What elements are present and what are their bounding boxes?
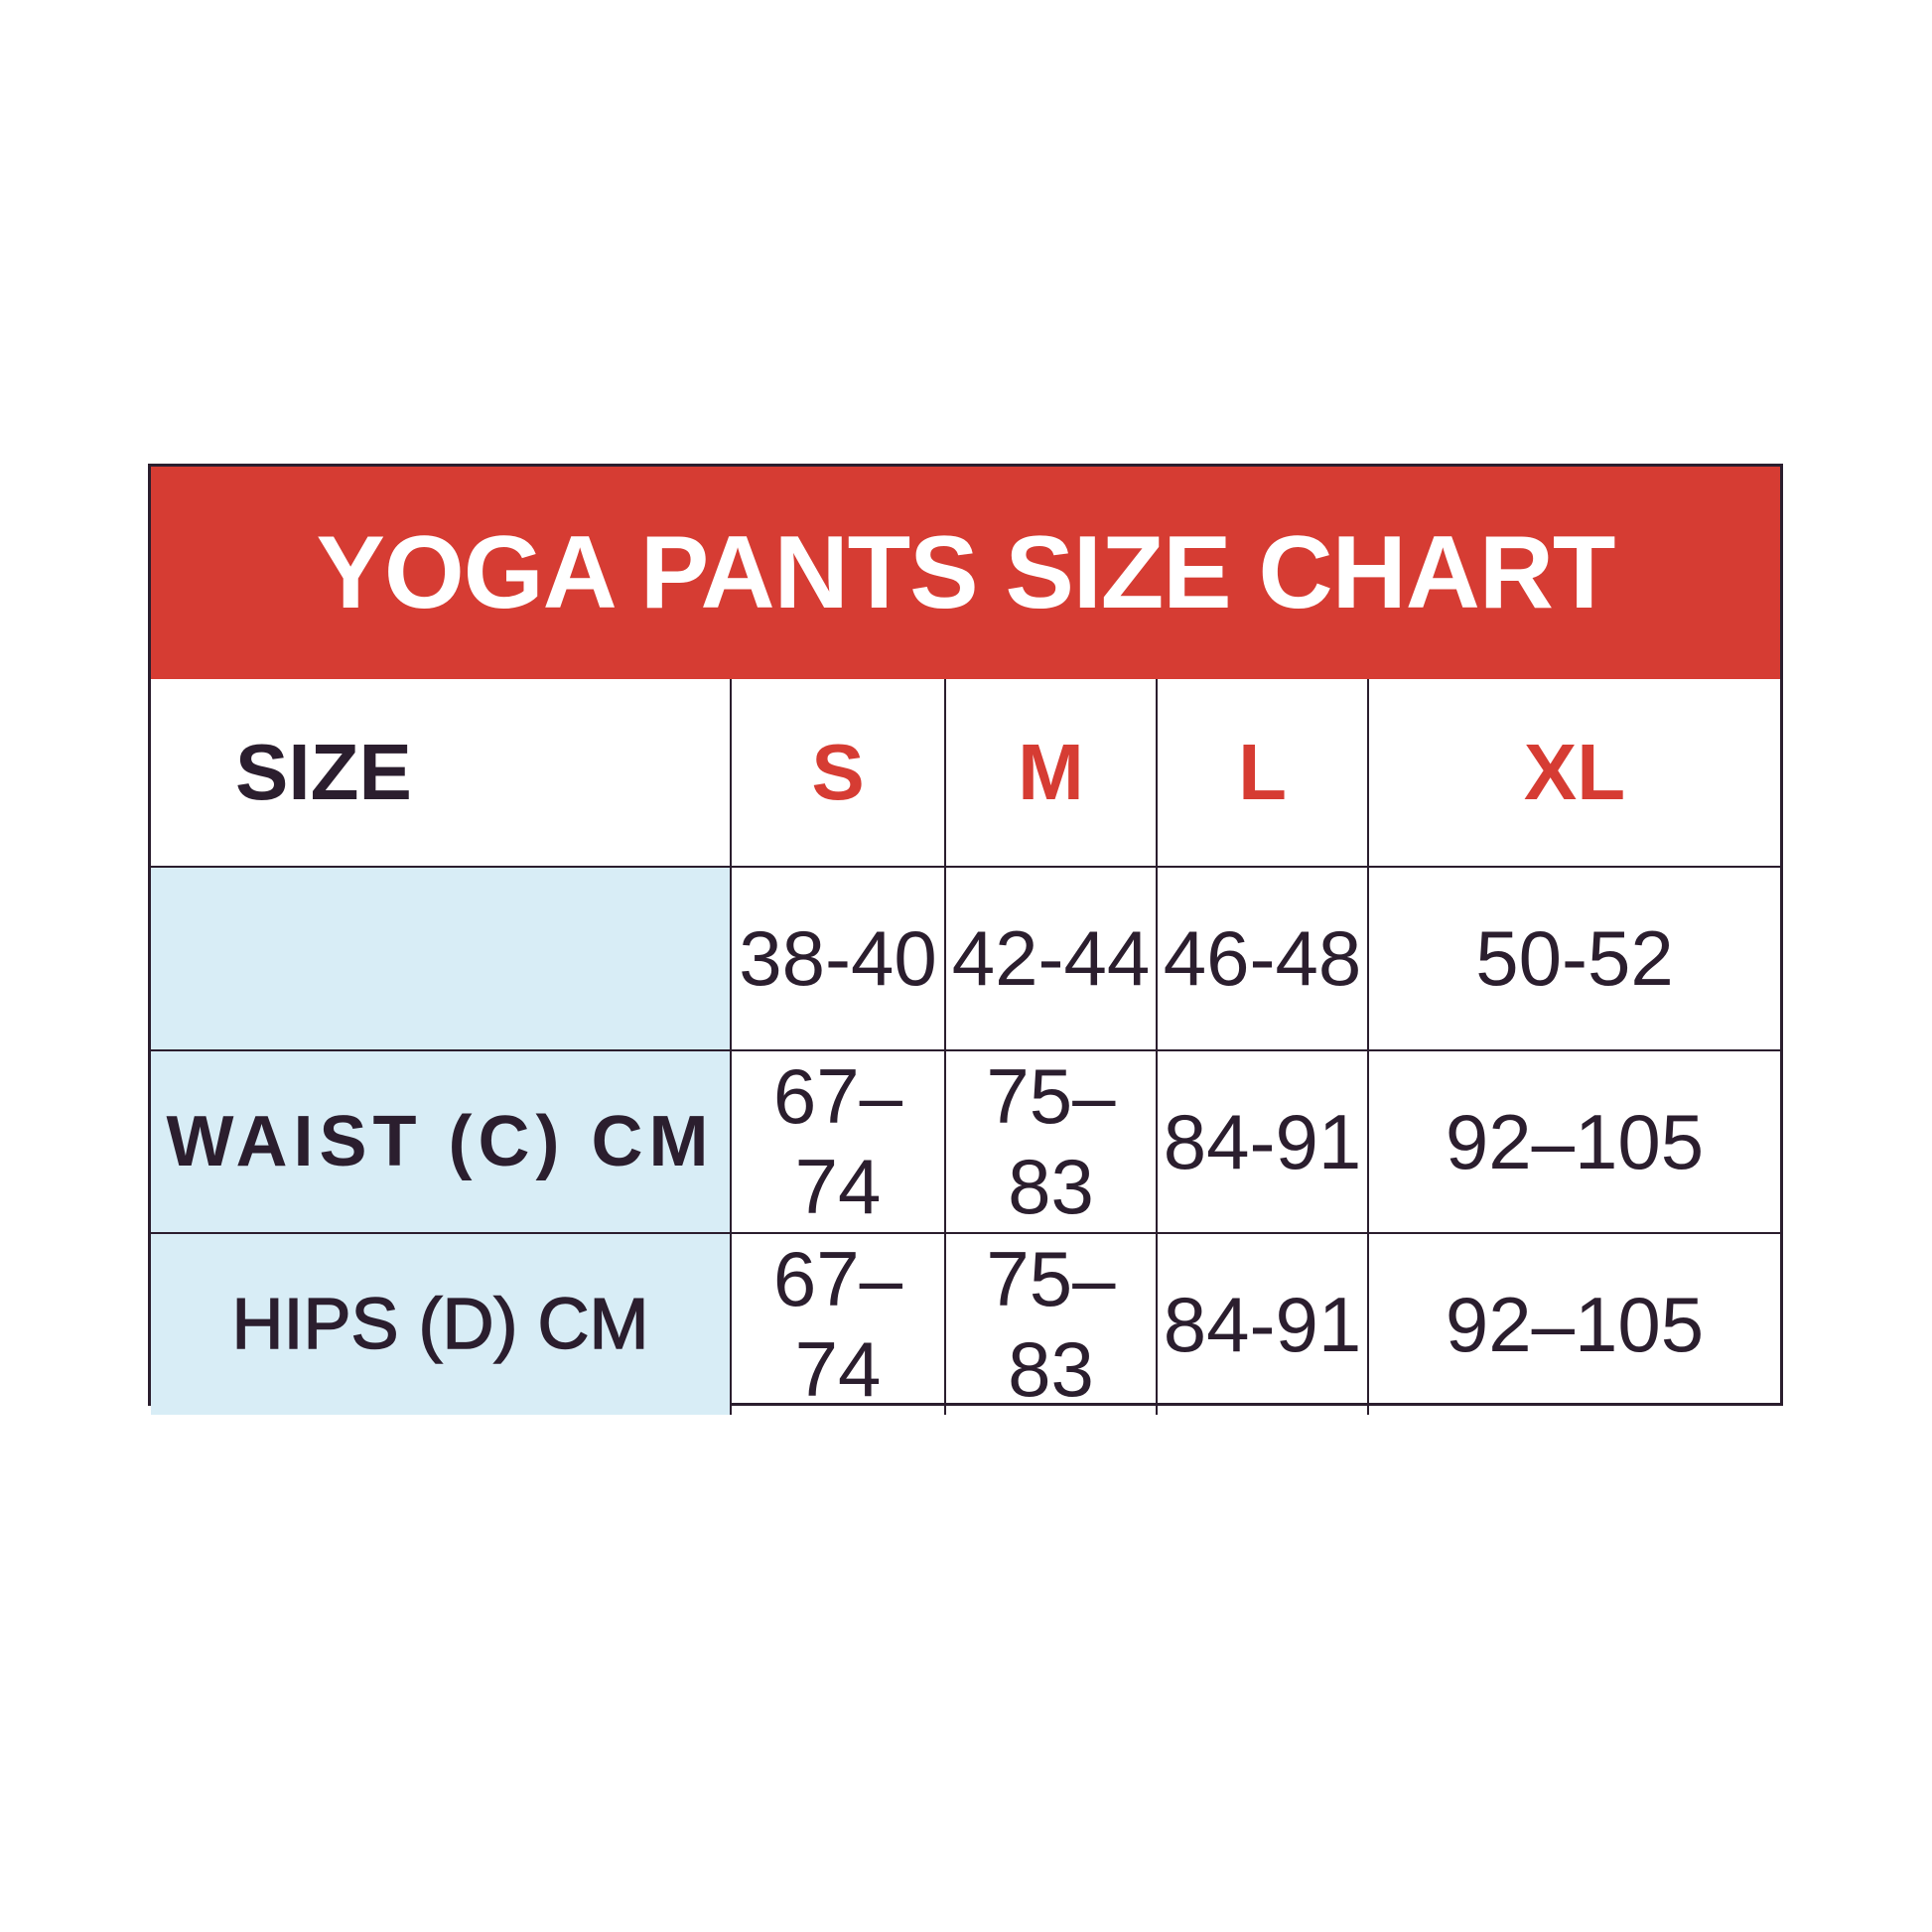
row-label: HIPS (D) CM — [151, 1232, 732, 1415]
cell: 50-52 — [1367, 866, 1780, 1051]
cell: 75–83 — [944, 1232, 1158, 1415]
size-table: SIZE S M L XL 38-40 42-44 46-48 50-52 WA… — [151, 679, 1780, 1415]
cell: 46-48 — [1156, 866, 1369, 1051]
size-s: S — [730, 679, 946, 868]
row-label — [151, 866, 732, 1051]
table-row: WAIST (C) CM 67–74 75–83 84-91 92–105 — [151, 1049, 1780, 1234]
size-m: M — [944, 679, 1158, 868]
cell: 42-44 — [944, 866, 1158, 1051]
cell: 84-91 — [1156, 1049, 1369, 1234]
header-row: SIZE S M L XL — [151, 679, 1780, 868]
table-row: HIPS (D) CM 67–74 75–83 84-91 92–105 — [151, 1232, 1780, 1415]
size-l: L — [1156, 679, 1369, 868]
cell: 92–105 — [1367, 1049, 1780, 1234]
size-header-label: SIZE — [151, 679, 732, 868]
row-label: WAIST (C) CM — [151, 1049, 732, 1234]
cell: 92–105 — [1367, 1232, 1780, 1415]
cell: 67–74 — [730, 1049, 946, 1234]
cell: 84-91 — [1156, 1232, 1369, 1415]
cell: 75–83 — [944, 1049, 1158, 1234]
table-row: 38-40 42-44 46-48 50-52 — [151, 866, 1780, 1051]
size-chart: YOGA PANTS SIZE CHART SIZE S M L XL 38-4… — [148, 464, 1783, 1415]
chart-title: YOGA PANTS SIZE CHART — [151, 467, 1780, 682]
size-xl: XL — [1367, 679, 1780, 868]
cell: 67–74 — [730, 1232, 946, 1415]
cell: 38-40 — [730, 866, 946, 1051]
